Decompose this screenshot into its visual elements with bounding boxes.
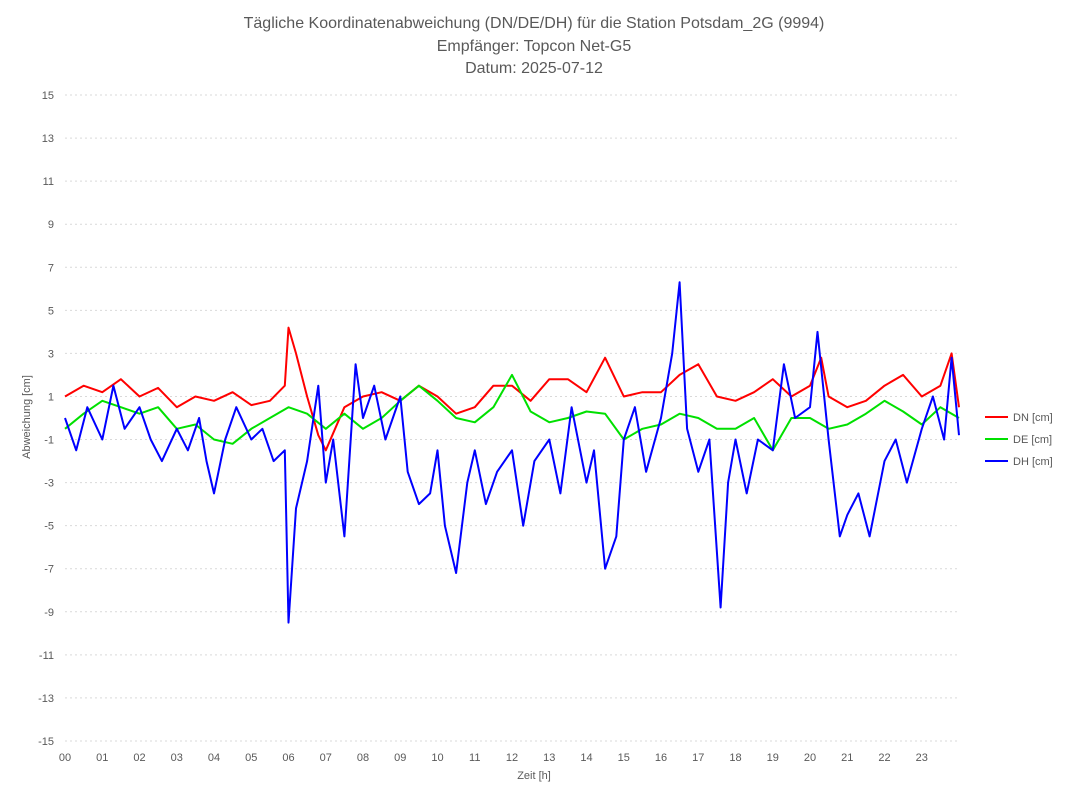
y-tick-label: -7 (44, 564, 54, 576)
x-tick-label: 10 (431, 752, 443, 764)
x-axis-tick-labels: 00 01 02 03 04 05 06 07 08 09 10 11 12 13 14 15 16 17 18 19… (59, 752, 928, 764)
x-tick-label: 03 (171, 752, 183, 764)
x-tick-label: 20 (804, 752, 816, 764)
x-tick-label: 04 (208, 752, 220, 764)
y-tick-label: 1 (48, 391, 54, 403)
legend-label: DH [cm] (1013, 456, 1053, 468)
chart-title-line-3: Datum: 2025-07-12 (465, 60, 603, 77)
x-tick-label: 14 (580, 752, 592, 764)
horizontal-gridlines (65, 94, 959, 742)
x-tick-label: 07 (320, 752, 332, 764)
series-lines (64, 281, 960, 624)
x-tick-label: 08 (357, 752, 369, 764)
x-tick-label: 16 (655, 752, 667, 764)
x-axis-title: Zeit [h] (517, 770, 551, 782)
y-tick-label: -5 (44, 521, 54, 533)
x-tick-label: 23 (916, 752, 928, 764)
y-tick-label: -9 (44, 607, 54, 619)
y-tick-label: 5 (48, 305, 54, 317)
y-axis-tick-labels: 15 13 11 9 7 5 3 1 -1 -3 -5 -7 -9 -11 -13 -15 (38, 90, 54, 748)
chart-title-line-1: Tägliche Koordinatenabweichung (DN/DE/DH… (244, 15, 825, 32)
y-tick-label: 13 (42, 133, 54, 145)
y-tick-label: 15 (42, 90, 54, 102)
y-tick-label: 9 (48, 219, 54, 231)
series-line-de (64, 373, 960, 452)
legend-label: DE [cm] (1013, 434, 1052, 446)
y-axis-title: Abweichung [cm] (21, 375, 33, 459)
x-tick-label: 17 (692, 752, 704, 764)
series-line-dn (64, 326, 960, 452)
y-tick-label: 11 (43, 176, 54, 188)
chart-title: Tägliche Koordinatenabweichung (DN/DE/DH… (244, 15, 825, 77)
y-tick-label: -11 (39, 650, 54, 662)
y-tick-label: -13 (38, 693, 54, 705)
x-tick-label: 21 (841, 752, 853, 764)
series-line-dh (64, 281, 960, 624)
y-tick-label: -15 (38, 736, 54, 748)
x-tick-label: 02 (133, 752, 145, 764)
chart-title-line-2: Empfänger: Topcon Net-G5 (437, 38, 632, 55)
x-tick-label: 11 (469, 752, 480, 764)
y-tick-label: 3 (48, 348, 54, 360)
x-tick-label: 06 (282, 752, 294, 764)
x-tick-label: 05 (245, 752, 257, 764)
x-tick-label: 15 (618, 752, 630, 764)
x-tick-label: 09 (394, 752, 406, 764)
y-tick-label: -3 (44, 478, 54, 490)
legend-label: DN [cm] (1013, 412, 1053, 424)
y-tick-label: -1 (44, 435, 54, 447)
x-tick-label: 22 (878, 752, 890, 764)
x-tick-label: 19 (767, 752, 779, 764)
x-tick-label: 00 (59, 752, 71, 764)
x-tick-label: 12 (506, 752, 518, 764)
y-tick-label: 7 (48, 262, 54, 274)
x-tick-label: 18 (729, 752, 741, 764)
chart-legend: DN [cm] DE [cm] DH [cm] (985, 412, 1053, 468)
x-tick-label: 13 (543, 752, 555, 764)
x-tick-label: 01 (96, 752, 108, 764)
